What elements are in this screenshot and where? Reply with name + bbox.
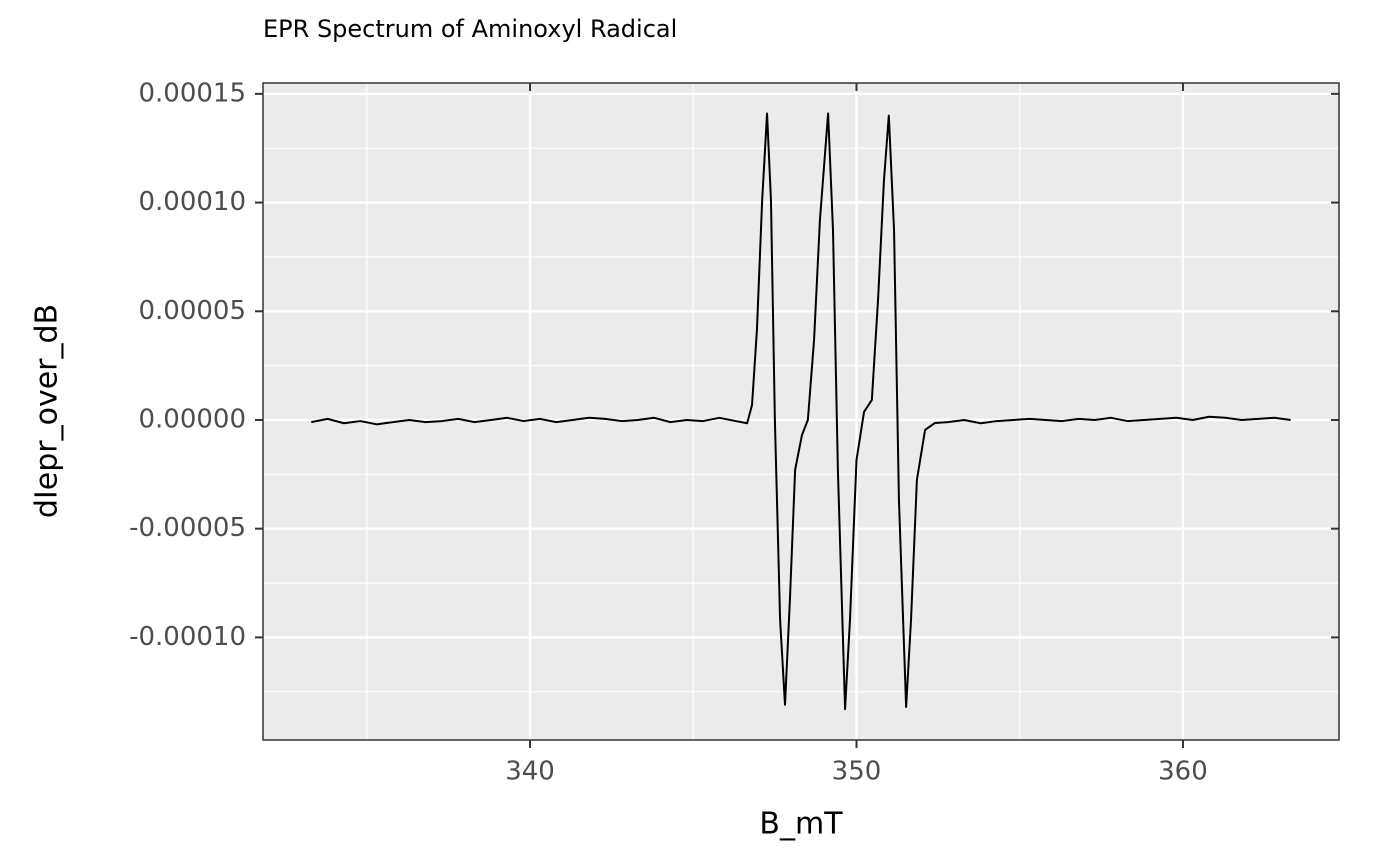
- y-tick-label: 0.00005: [138, 296, 246, 326]
- x-tick-label: 350: [832, 757, 882, 787]
- chart-title: EPR Spectrum of Aminoxyl Radical: [263, 15, 677, 43]
- x-tick-label: 340: [505, 757, 555, 787]
- y-tick-label: 0.00010: [138, 187, 246, 217]
- panel-border: [262, 82, 1340, 741]
- x-tick-label: 360: [1158, 757, 1208, 787]
- y-tick-label: -0.00005: [129, 513, 246, 543]
- y-axis-title: dIepr_over_dB: [30, 304, 65, 518]
- y-tick-label: 0.00000: [138, 404, 246, 434]
- x-axis-title: B_mT: [759, 807, 843, 842]
- y-tick-label: -0.00010: [129, 622, 246, 652]
- y-tick-label: 0.00015: [138, 78, 246, 108]
- spectrum-line: [311, 112, 1291, 711]
- panel: [263, 83, 1339, 740]
